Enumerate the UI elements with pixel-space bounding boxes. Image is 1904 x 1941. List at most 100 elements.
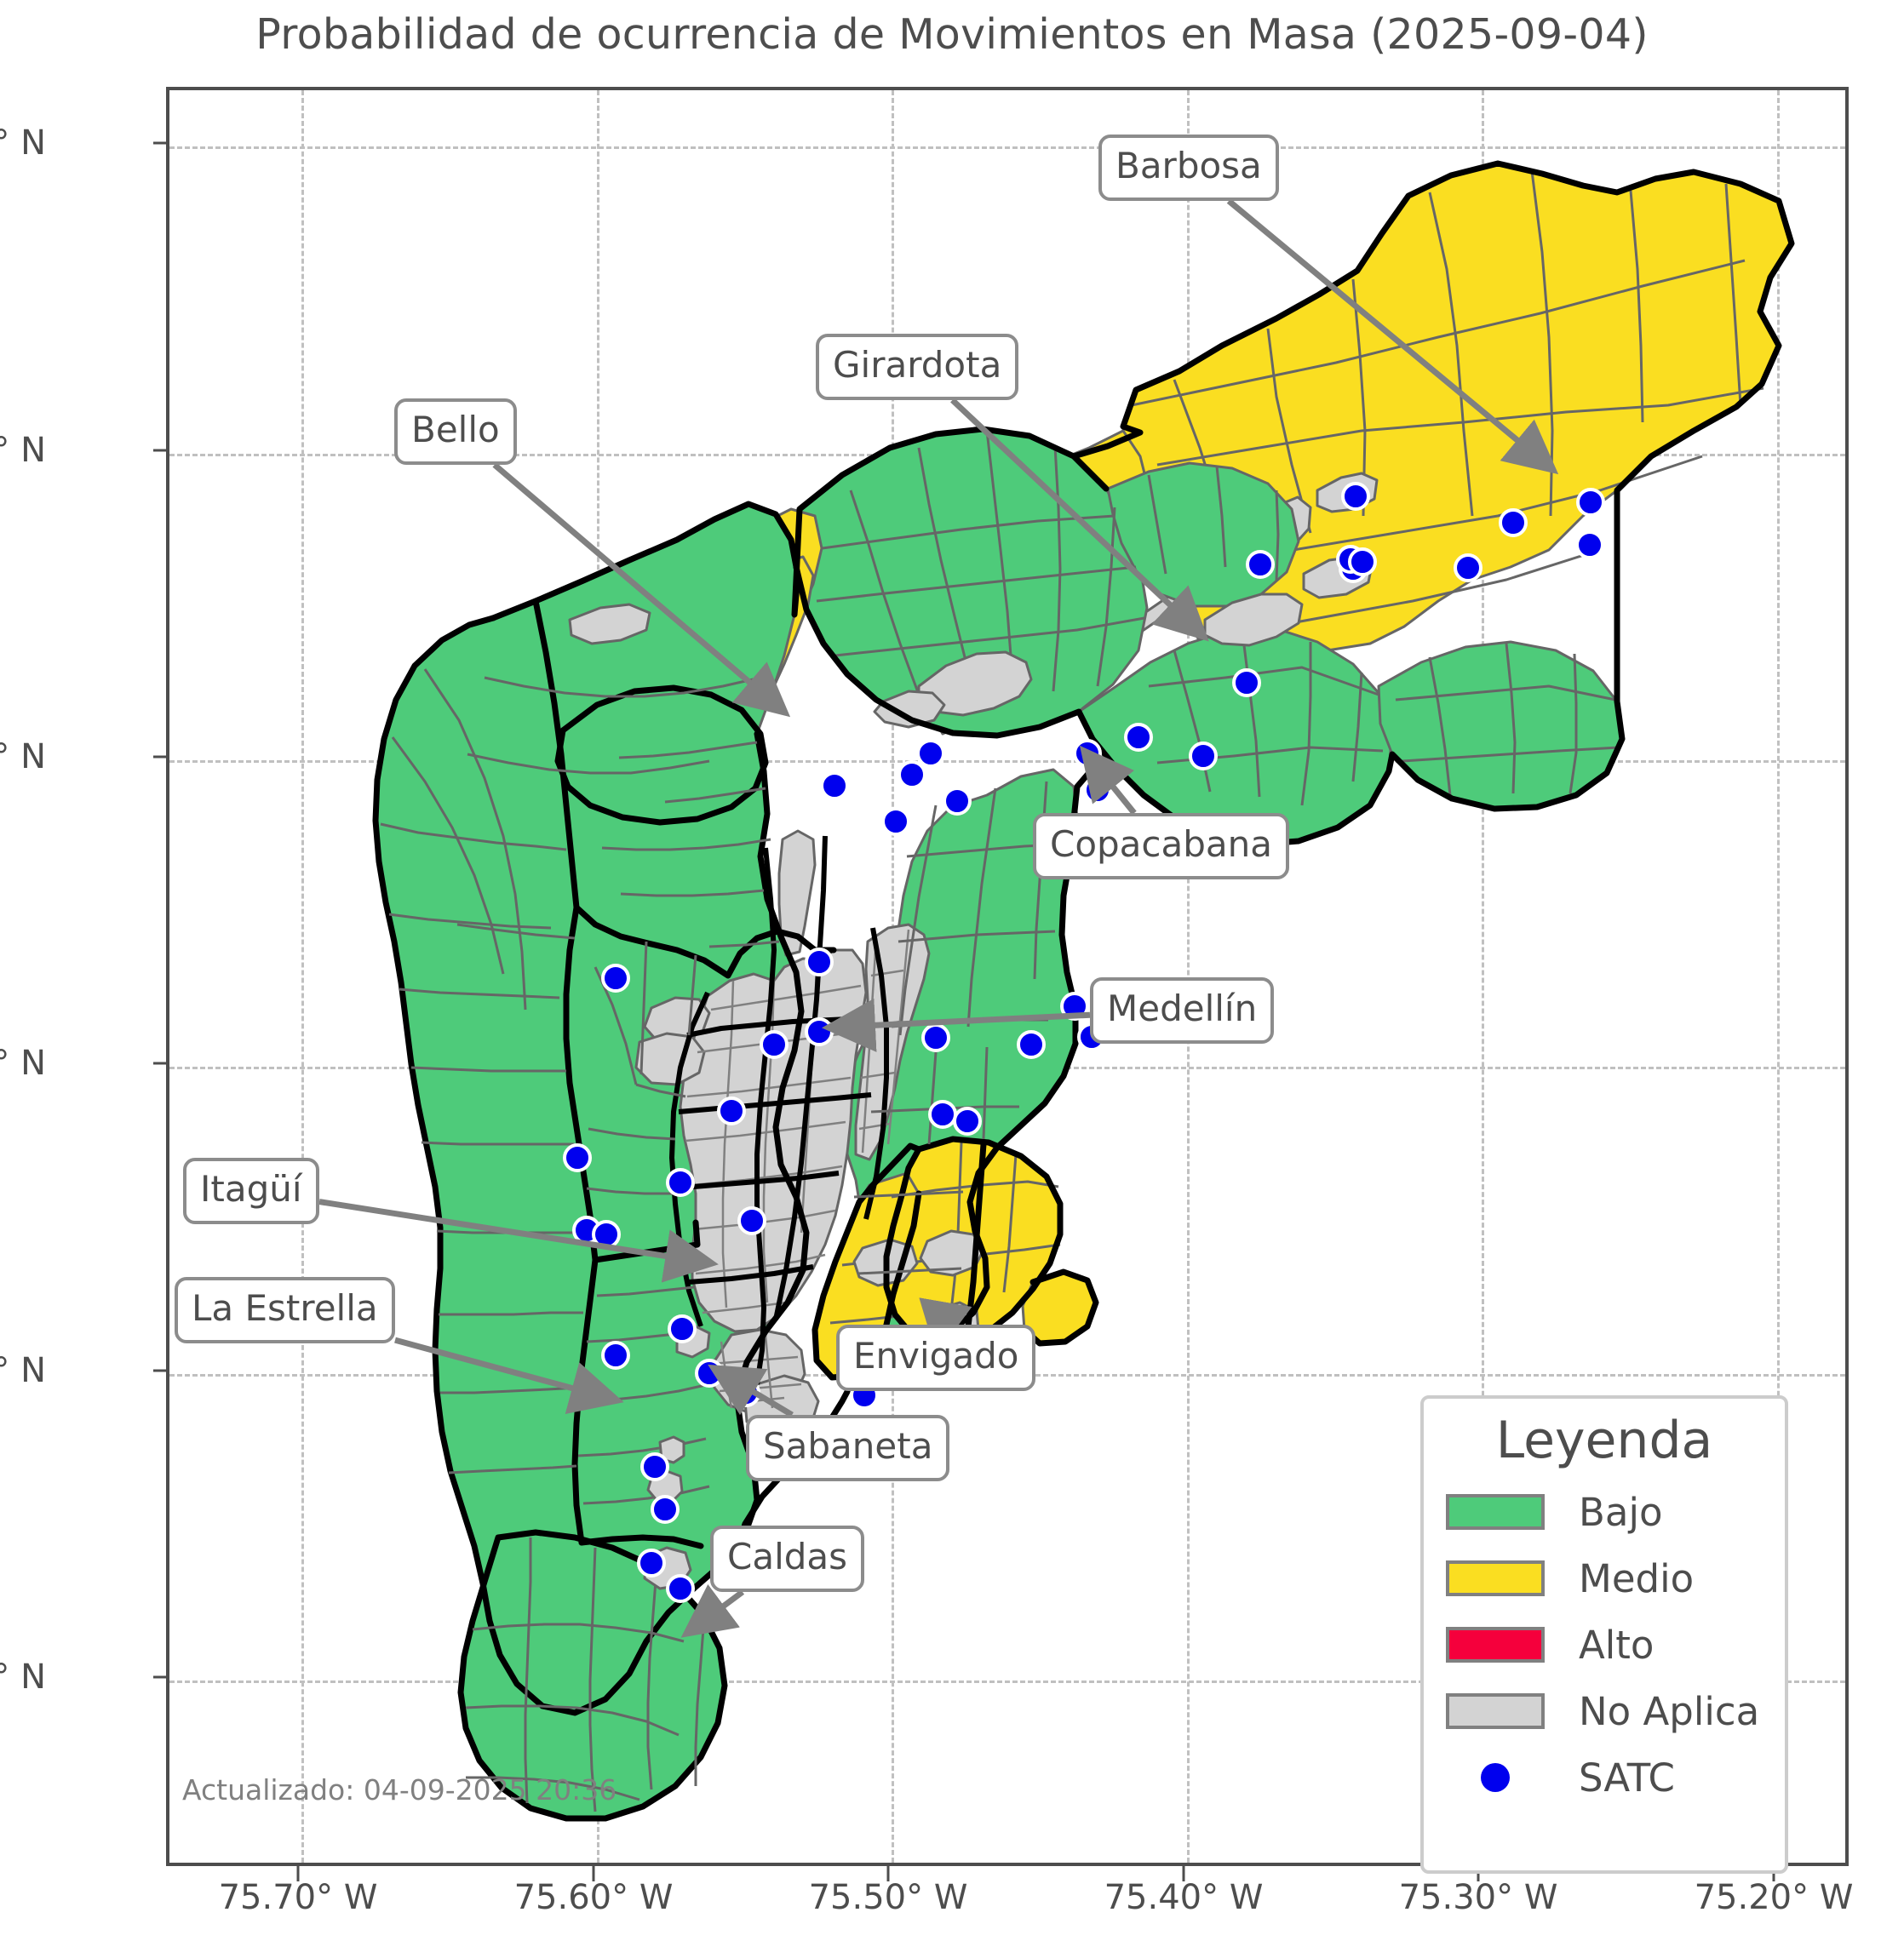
xtick-mark	[1772, 1866, 1775, 1881]
ytick-label: 6.30° N	[0, 737, 46, 776]
region-copa-urban	[1203, 593, 1304, 647]
ytick-mark	[153, 755, 169, 759]
satc-marker[interactable]	[1124, 723, 1153, 752]
satc-marker[interactable]	[601, 1341, 630, 1370]
satc-marker[interactable]	[695, 1359, 724, 1388]
satc-marker[interactable]	[1341, 482, 1370, 511]
satc-marker[interactable]	[760, 1030, 789, 1059]
annotation-girardota[interactable]: Girardota	[816, 334, 1019, 400]
region-girardota-urban2	[873, 690, 946, 729]
xtick-mark	[592, 1866, 595, 1881]
legend-label-alto: Alto	[1579, 1622, 1655, 1668]
ytick-label: 6.00° N	[0, 1658, 46, 1697]
ytick-mark	[153, 141, 169, 145]
satc-marker[interactable]	[651, 1495, 680, 1524]
satc-marker[interactable]	[1576, 488, 1605, 517]
annotation-label: Caldas	[727, 1536, 848, 1577]
satc-marker[interactable]	[737, 1206, 766, 1235]
ytick-mark	[153, 1062, 169, 1065]
legend-item-satc[interactable]: SATC	[1424, 1744, 1785, 1811]
annotation-label: Girardota	[833, 344, 1002, 386]
annotation-la-estrella[interactable]: La Estrella	[175, 1277, 395, 1343]
gridline-vertical	[1187, 90, 1190, 1863]
annotation-label: La Estrella	[192, 1287, 378, 1329]
legend-label-bajo: Bajo	[1579, 1489, 1663, 1535]
satc-marker[interactable]	[563, 1143, 592, 1172]
xtick-label: 75.20° W	[1694, 1878, 1854, 1917]
satc-marker[interactable]	[1189, 741, 1218, 770]
legend-item-bajo[interactable]: Bajo	[1424, 1479, 1785, 1545]
annotation-label: Sabaneta	[763, 1425, 933, 1467]
satc-marker[interactable]	[601, 964, 630, 993]
annotation-label: Bello	[411, 409, 500, 450]
annotation-label: Envigado	[853, 1335, 1019, 1377]
xtick-mark	[1182, 1866, 1185, 1881]
xtick-label: 75.40° W	[1104, 1878, 1264, 1917]
legend-item-medio[interactable]: Medio	[1424, 1545, 1785, 1612]
annotation-caldas[interactable]: Caldas	[710, 1526, 865, 1592]
gridline-horizontal	[169, 760, 1845, 763]
annotation-sabaneta[interactable]: Sabaneta	[746, 1415, 950, 1481]
gridline-horizontal	[169, 146, 1845, 149]
satc-marker[interactable]	[953, 1107, 982, 1136]
xtick-label: 75.30° W	[1398, 1878, 1558, 1917]
annotation-copacabana[interactable]: Copacabana	[1033, 813, 1290, 879]
annotation-label: Itagüí	[200, 1168, 302, 1210]
satc-marker[interactable]	[820, 771, 849, 800]
legend-swatch-alto	[1446, 1627, 1545, 1663]
satc-marker[interactable]	[1348, 547, 1377, 576]
satc-marker[interactable]	[921, 1023, 950, 1052]
satc-marker[interactable]	[805, 1017, 834, 1046]
update-timestamp: Actualizado: 04-09-2025 20:36	[182, 1773, 617, 1806]
ytick-label: 6.50° N	[0, 123, 46, 163]
satc-marker[interactable]	[1073, 739, 1102, 768]
satc-marker[interactable]	[666, 1168, 695, 1197]
satc-marker[interactable]	[1575, 530, 1604, 559]
satc-marker[interactable]	[943, 787, 972, 816]
annotation-medellin[interactable]: Medellín	[1090, 977, 1275, 1044]
satc-marker[interactable]	[731, 1378, 760, 1407]
region-copacabana-east	[1377, 640, 1624, 810]
annotation-barbosa[interactable]: Barbosa	[1098, 135, 1279, 201]
satc-marker[interactable]	[898, 760, 926, 789]
satc-marker[interactable]	[1232, 668, 1261, 697]
xtick-label: 75.50° W	[808, 1878, 968, 1917]
satc-marker[interactable]	[592, 1220, 621, 1249]
satc-marker[interactable]	[1499, 508, 1528, 537]
satc-marker[interactable]	[640, 1452, 669, 1481]
annotation-envigado[interactable]: Envigado	[836, 1325, 1036, 1391]
satc-marker[interactable]	[637, 1549, 666, 1577]
legend-item-alto[interactable]: Alto	[1424, 1612, 1785, 1678]
gridline-vertical	[1777, 90, 1780, 1863]
legend-swatch-bajo	[1446, 1494, 1545, 1530]
satc-marker[interactable]	[805, 948, 834, 976]
satc-marker[interactable]	[669, 1245, 698, 1274]
page-title: Probabilidad de ocurrencia de Movimiento…	[255, 10, 1649, 59]
satc-marker[interactable]	[881, 807, 910, 836]
legend-label-satc: SATC	[1579, 1755, 1675, 1801]
legend-dot-satc	[1446, 1763, 1545, 1792]
annotation-bello[interactable]: Bello	[394, 398, 517, 465]
satc-marker[interactable]	[1083, 776, 1112, 804]
ytick-label: 6.10° N	[0, 1351, 46, 1390]
satc-marker[interactable]	[1454, 553, 1482, 582]
satc-marker[interactable]	[1017, 1030, 1046, 1059]
gridline-vertical	[301, 90, 304, 1863]
satc-marker[interactable]	[668, 1314, 697, 1343]
legend-swatch-medio	[1446, 1560, 1545, 1596]
ytick-mark	[153, 1675, 169, 1679]
satc-marker[interactable]	[666, 1574, 695, 1603]
satc-marker[interactable]	[1246, 550, 1275, 579]
legend-title: Leyenda	[1495, 1411, 1713, 1470]
ytick-mark	[153, 449, 169, 452]
xtick-label: 75.60° W	[513, 1878, 674, 1917]
legend-label-no-aplica: No Aplica	[1579, 1688, 1760, 1734]
satc-marker[interactable]	[717, 1096, 746, 1125]
legend-item-no-aplica[interactable]: No Aplica	[1424, 1678, 1785, 1744]
annotation-label: Copacabana	[1050, 823, 1273, 865]
satc-marker[interactable]	[1060, 992, 1089, 1021]
legend-swatch-no-aplica	[1446, 1693, 1545, 1729]
annotation-itagui[interactable]: Itagüí	[183, 1158, 319, 1224]
ytick-label: 6.20° N	[0, 1044, 46, 1083]
